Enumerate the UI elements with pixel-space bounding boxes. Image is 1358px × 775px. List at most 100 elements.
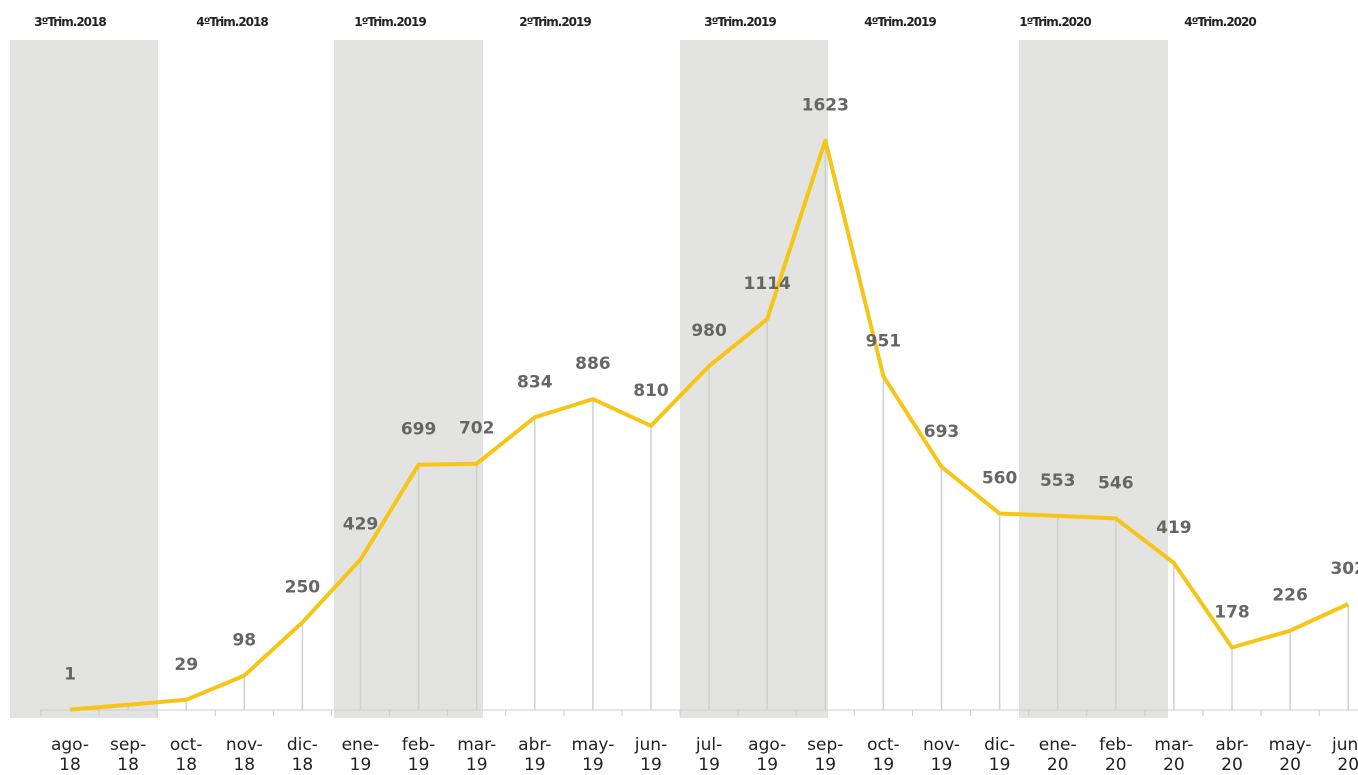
data-label: 693	[924, 422, 960, 442]
x-tick-label-part: 19	[756, 755, 778, 775]
quarter-label: 2ºTrim.2019	[519, 15, 591, 29]
data-label: 1	[64, 665, 76, 685]
x-tick-label-part: sep-	[110, 735, 146, 755]
x-tick-label: jul-19	[695, 735, 722, 775]
data-label: 419	[1156, 518, 1192, 538]
x-tick-label-part: abr-	[1215, 735, 1248, 755]
data-label: 429	[343, 514, 379, 534]
x-tick-label-part: 19	[814, 755, 836, 775]
x-tick-label-part: oct-	[170, 735, 203, 755]
x-tick-label-part: 19	[698, 755, 720, 775]
quarter-label: 3ºTrim.2018	[34, 15, 106, 29]
x-tick-label-part: 20	[1221, 755, 1243, 775]
x-tick-label-part: 19	[640, 755, 662, 775]
x-tick-label-part: may-	[1269, 735, 1312, 755]
quarter-label: 1ºTrim.2019	[354, 15, 426, 29]
x-tick-label-part: 20	[1163, 755, 1185, 775]
x-tick-label: nov-19	[923, 735, 960, 775]
quarter-label: 4ºTrim.2019	[864, 15, 936, 29]
quarter-label: 3ºTrim.2019	[704, 15, 776, 29]
data-label: 980	[691, 321, 727, 341]
x-tick-label-part: sep-	[807, 735, 843, 755]
x-tick-label-part: 19	[582, 755, 604, 775]
x-tick-label-part: ene-	[1039, 735, 1077, 755]
x-tick-label-part: 19	[466, 755, 488, 775]
x-tick-label: may-20	[1269, 735, 1312, 775]
x-tick-label-part: 20	[1337, 755, 1358, 775]
line	[69, 138, 1350, 712]
quarter-label: 4ºTrim.2018	[196, 15, 268, 29]
x-tick-label-part: 18	[175, 755, 197, 775]
quarter-band	[1019, 40, 1168, 718]
x-tick-label: sep-18	[110, 735, 146, 775]
quarter-band	[680, 40, 828, 718]
x-tick-label-part: feb-	[1099, 735, 1132, 755]
x-tick-label-part: dic-	[287, 735, 318, 755]
x-tick-label: abr-19	[518, 735, 551, 775]
x-tick-label-part: 18	[59, 755, 81, 775]
x-tick-label-part: may-	[571, 735, 614, 755]
x-tick-label: mar-19	[457, 735, 496, 775]
x-tick-label: mar-20	[1154, 735, 1193, 775]
x-tick-label-part: 20	[1279, 755, 1301, 775]
x-tick-label-part: 19	[989, 755, 1011, 775]
quarter-band	[334, 40, 483, 718]
x-tick-label-part: 19	[408, 755, 430, 775]
x-tick-label: feb-19	[402, 735, 435, 775]
data-label: 553	[1040, 471, 1076, 491]
x-tick-label-part: mar-	[1154, 735, 1193, 755]
data-label: 810	[633, 381, 669, 401]
x-tick-label: sep-19	[807, 735, 843, 775]
data-label: 699	[401, 420, 437, 440]
x-tick-label-part: jul-	[695, 735, 722, 755]
quarter-label: 1ºTrim.2020	[1019, 15, 1091, 29]
x-tick-label: ene-20	[1039, 735, 1077, 775]
quarter-label: 4ºTrim.2020	[1184, 15, 1256, 29]
x-tick-label: oct-18	[170, 735, 203, 775]
x-tick-label: nov-18	[226, 735, 263, 775]
x-tick-label-part: dic-	[984, 735, 1015, 755]
data-label: 546	[1098, 473, 1134, 493]
x-tick-label-part: 19	[873, 755, 895, 775]
data-label: 834	[517, 372, 553, 392]
data-label: 178	[1214, 603, 1250, 623]
data-label: 226	[1272, 586, 1308, 606]
data-label: 98	[232, 631, 256, 651]
x-tick-label-part: 19	[350, 755, 372, 775]
data-label: 886	[575, 354, 611, 374]
data-label: 560	[982, 468, 1018, 488]
x-tick-label: oct-19	[867, 735, 900, 775]
x-tick-label-part: ago-	[748, 735, 786, 755]
data-label: 951	[866, 331, 902, 351]
data-label: 1114	[744, 274, 791, 294]
x-tick-label-part: jun-	[634, 735, 667, 755]
x-tick-label-part: nov-	[226, 735, 263, 755]
x-tick-label-part: 18	[292, 755, 314, 775]
x-tick-label: dic-18	[287, 735, 318, 775]
x-tick-label-part: abr-	[518, 735, 551, 755]
x-tick-label: dic-19	[984, 735, 1015, 775]
quarter-band	[10, 40, 158, 718]
x-tick-label-part: 20	[1047, 755, 1069, 775]
x-tick-label-part: 19	[931, 755, 953, 775]
x-tick-label: ago-19	[748, 735, 786, 775]
x-tick-label-part: mar-	[457, 735, 496, 755]
x-tick-label-part: jun-	[1331, 735, 1358, 755]
data-label: 1623	[802, 95, 849, 115]
x-tick-label-part: nov-	[923, 735, 960, 755]
x-tick-label-part: feb-	[402, 735, 435, 755]
x-tick-label: jun-19	[634, 735, 667, 775]
x-tick-label: feb-20	[1099, 735, 1132, 775]
data-label: 29	[174, 655, 198, 675]
x-tick-label: ene-19	[342, 735, 380, 775]
data-label: 250	[285, 577, 321, 597]
x-tick-label: abr-20	[1215, 735, 1248, 775]
x-tick-label-part: 19	[524, 755, 546, 775]
x-tick-label-part: ago-	[51, 735, 89, 755]
data-label: 702	[459, 419, 495, 439]
x-tick-label-part: oct-	[867, 735, 900, 755]
x-tick-label: may-19	[571, 735, 614, 775]
data-label: 302	[1330, 559, 1358, 579]
x-tick-label: ago-18	[51, 735, 89, 775]
